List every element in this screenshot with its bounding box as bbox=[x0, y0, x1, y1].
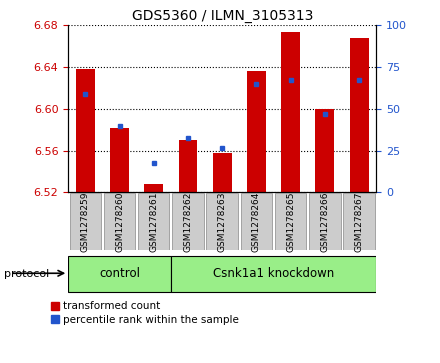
Title: GDS5360 / ILMN_3105313: GDS5360 / ILMN_3105313 bbox=[132, 9, 313, 23]
FancyBboxPatch shape bbox=[309, 193, 341, 250]
Bar bbox=[213, 153, 231, 192]
Bar bbox=[76, 69, 95, 192]
Text: GSM1278265: GSM1278265 bbox=[286, 191, 295, 252]
FancyBboxPatch shape bbox=[138, 193, 169, 250]
FancyBboxPatch shape bbox=[241, 193, 272, 250]
Bar bbox=[350, 38, 369, 192]
FancyBboxPatch shape bbox=[275, 193, 306, 250]
Text: GSM1278259: GSM1278259 bbox=[81, 191, 90, 252]
FancyBboxPatch shape bbox=[206, 193, 238, 250]
Text: GSM1278263: GSM1278263 bbox=[218, 191, 227, 252]
Text: GSM1278264: GSM1278264 bbox=[252, 191, 261, 252]
Text: GSM1278266: GSM1278266 bbox=[320, 191, 330, 252]
Text: GSM1278262: GSM1278262 bbox=[183, 191, 192, 252]
Bar bbox=[315, 109, 334, 192]
FancyBboxPatch shape bbox=[172, 193, 204, 250]
Text: Csnk1a1 knockdown: Csnk1a1 knockdown bbox=[213, 267, 334, 280]
Text: control: control bbox=[99, 267, 140, 280]
Text: GSM1278260: GSM1278260 bbox=[115, 191, 124, 252]
Bar bbox=[110, 128, 129, 192]
Legend: transformed count, percentile rank within the sample: transformed count, percentile rank withi… bbox=[51, 301, 239, 325]
FancyBboxPatch shape bbox=[343, 193, 375, 250]
FancyBboxPatch shape bbox=[104, 193, 135, 250]
Bar bbox=[144, 184, 163, 192]
FancyBboxPatch shape bbox=[68, 256, 171, 292]
Text: GSM1278267: GSM1278267 bbox=[355, 191, 363, 252]
FancyBboxPatch shape bbox=[70, 193, 101, 250]
Bar bbox=[281, 32, 300, 192]
Bar bbox=[179, 140, 198, 192]
Bar bbox=[247, 71, 266, 192]
Text: protocol: protocol bbox=[4, 269, 50, 279]
Text: GSM1278261: GSM1278261 bbox=[149, 191, 158, 252]
FancyBboxPatch shape bbox=[171, 256, 376, 292]
